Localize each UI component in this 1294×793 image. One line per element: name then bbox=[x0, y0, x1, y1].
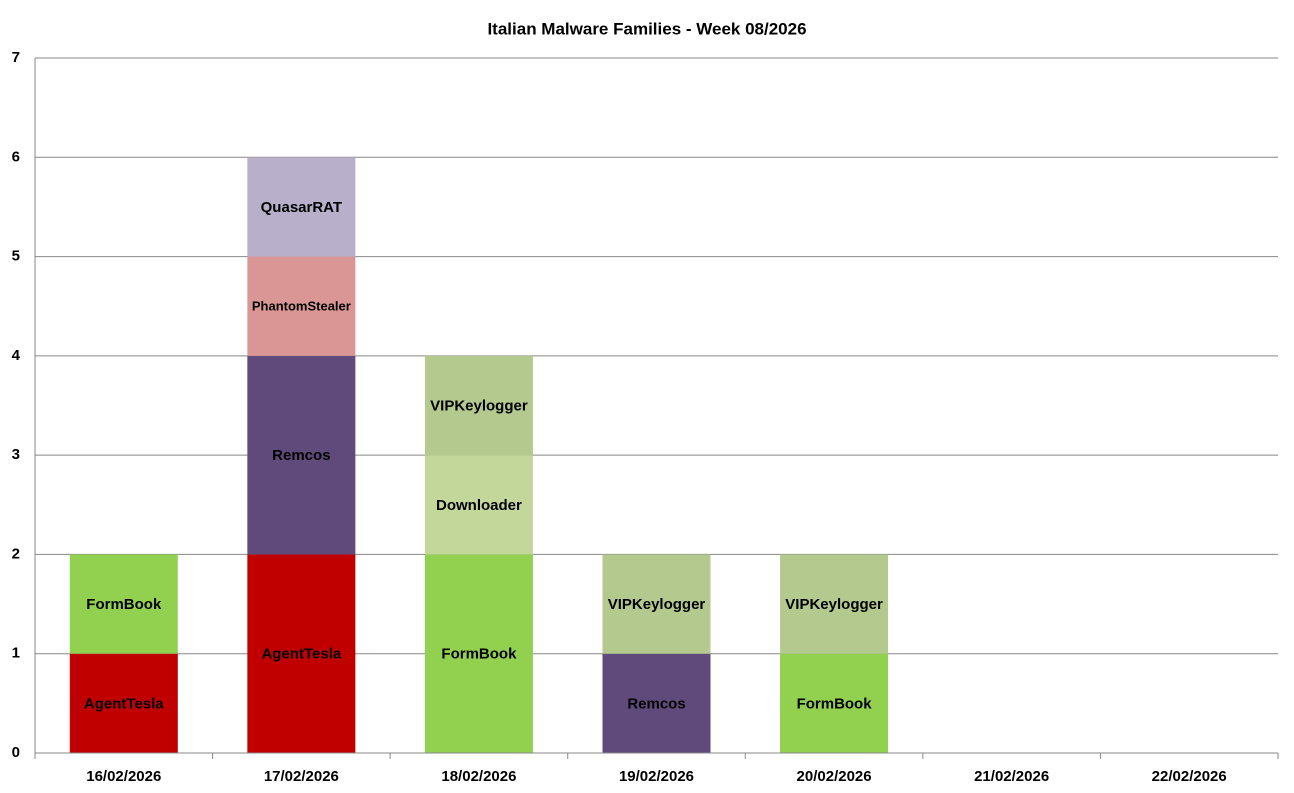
bar-segment bbox=[780, 653, 889, 753]
y-tick-label: 1 bbox=[12, 645, 20, 662]
x-tick-label: 16/02/2026 bbox=[86, 768, 161, 785]
y-tick-label: 3 bbox=[12, 446, 20, 463]
y-tick-label: 6 bbox=[12, 148, 20, 165]
x-tick-label: 20/02/2026 bbox=[797, 768, 872, 785]
segment-label: VIPKeylogger bbox=[785, 596, 883, 613]
segment-label: QuasarRAT bbox=[261, 199, 342, 216]
bar-segment bbox=[69, 653, 178, 753]
x-tick-label: 21/02/2026 bbox=[974, 768, 1049, 785]
segment-label: Downloader bbox=[436, 497, 522, 514]
bar-segment bbox=[780, 554, 889, 654]
segment-label: PhantomStealer bbox=[252, 299, 351, 314]
x-tick-label: 19/02/2026 bbox=[619, 768, 694, 785]
bar-segment bbox=[247, 256, 356, 356]
y-tick-label: 2 bbox=[12, 545, 20, 562]
segment-label: FormBook bbox=[797, 695, 873, 712]
bar-segment bbox=[247, 554, 356, 753]
bar-segment bbox=[69, 554, 178, 654]
chart-title: Italian Malware Families - Week 08/2026 bbox=[487, 19, 806, 38]
bar-segment bbox=[602, 653, 711, 753]
bar-segment bbox=[424, 355, 533, 456]
segment-label: VIPKeylogger bbox=[430, 397, 528, 414]
segment-label: FormBook bbox=[441, 646, 517, 663]
y-tick-label: 0 bbox=[12, 744, 20, 761]
bar-segment bbox=[602, 554, 711, 654]
segment-label: AgentTesla bbox=[84, 695, 164, 712]
bar-segment bbox=[424, 554, 533, 753]
x-tick-label: 18/02/2026 bbox=[441, 768, 516, 785]
segment-label: VIPKeylogger bbox=[608, 596, 706, 613]
segment-label: Remcos bbox=[272, 447, 330, 464]
segment-label: AgentTesla bbox=[261, 646, 341, 663]
x-tick-label: 22/02/2026 bbox=[1152, 768, 1227, 785]
segment-label: FormBook bbox=[86, 596, 162, 613]
y-tick-label: 7 bbox=[12, 49, 20, 66]
bar-segment bbox=[247, 157, 356, 257]
bar-segment bbox=[424, 455, 533, 555]
y-tick-label: 4 bbox=[12, 347, 21, 364]
bar-segment bbox=[247, 355, 356, 555]
x-tick-label: 17/02/2026 bbox=[264, 768, 339, 785]
y-tick-label: 5 bbox=[12, 248, 20, 265]
segment-label: Remcos bbox=[627, 695, 685, 712]
